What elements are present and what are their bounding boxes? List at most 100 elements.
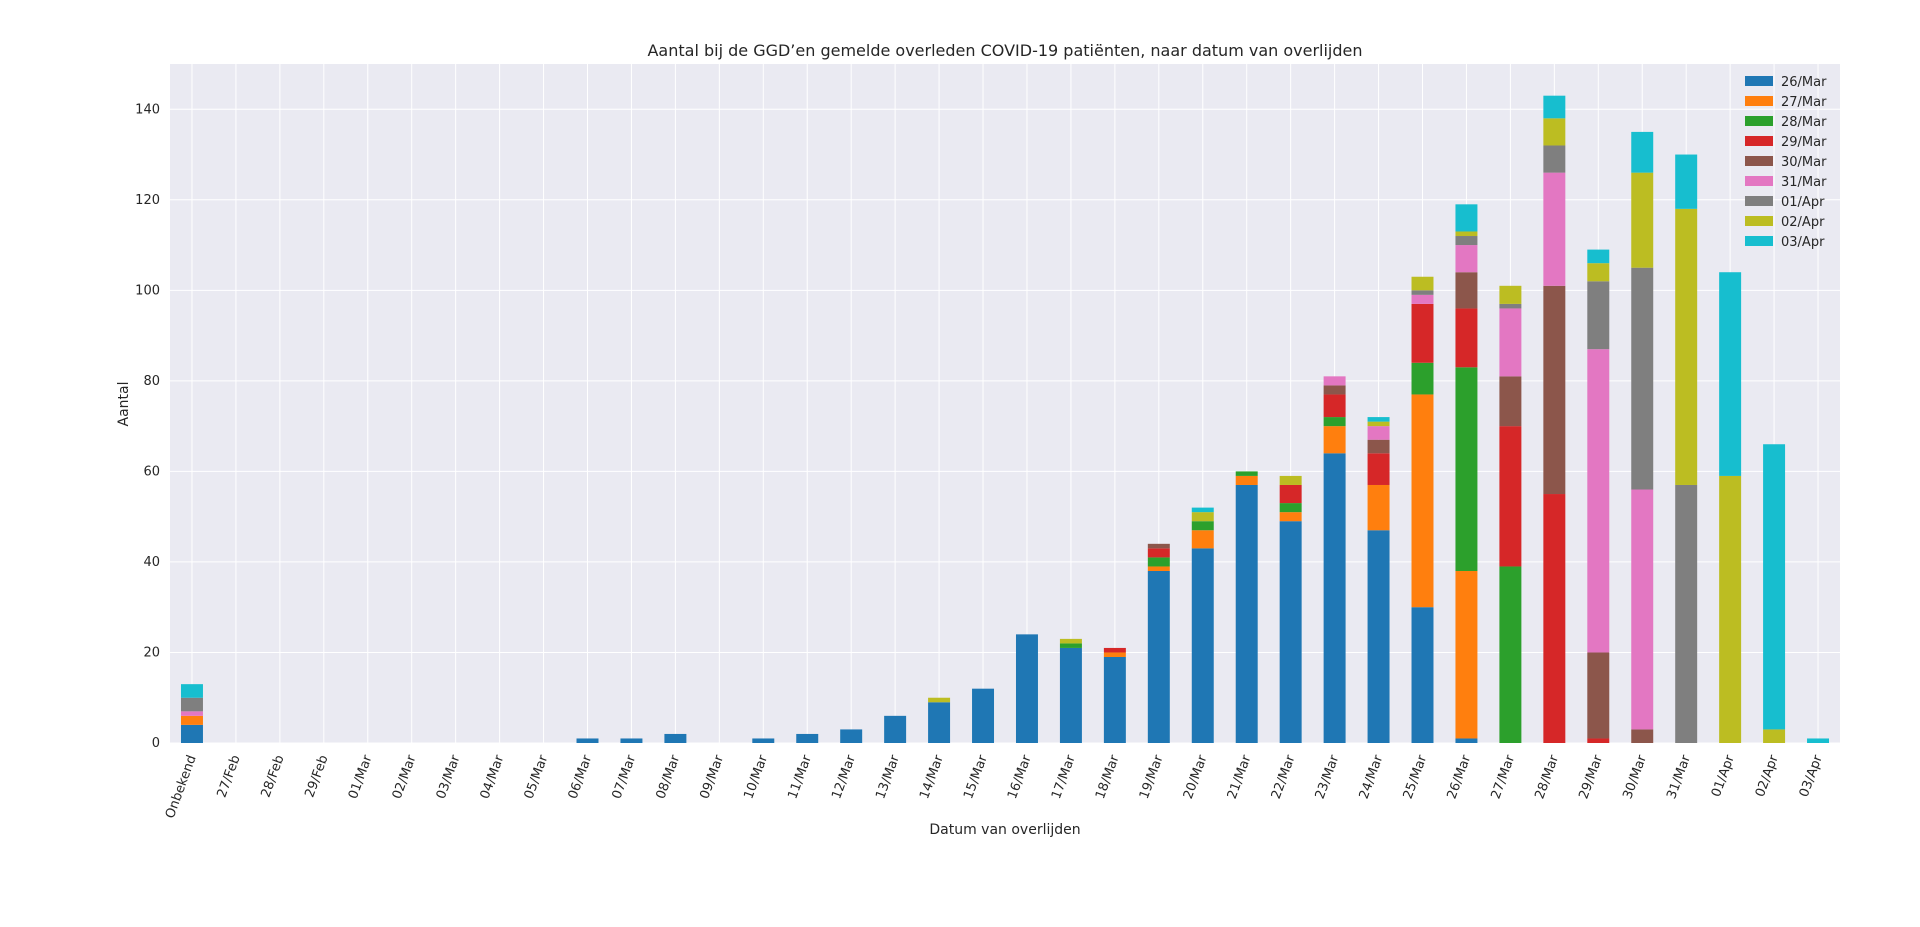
- bar-segment: [1455, 308, 1478, 368]
- bar-segment: [1587, 263, 1610, 282]
- legend-swatch: [1745, 76, 1773, 86]
- x-tick-label: 14/Mar: [917, 753, 947, 801]
- bar-segment: [1059, 647, 1082, 743]
- legend-label: 26/Mar: [1781, 75, 1827, 90]
- bar-segment: [1499, 376, 1522, 427]
- bar-segment: [1631, 267, 1654, 490]
- bar-segment: [752, 738, 775, 743]
- bar-segment: [180, 711, 203, 716]
- bar-segment: [1191, 507, 1214, 513]
- x-tick-label: 02/Mar: [390, 753, 420, 801]
- x-tick-label: 08/Mar: [654, 753, 684, 801]
- x-tick-label: 06/Mar: [566, 753, 596, 801]
- legend-swatch: [1745, 196, 1773, 206]
- bar-segment: [1411, 290, 1434, 295]
- bar-segment: [1367, 417, 1390, 422]
- x-tick-label: 15/Mar: [961, 753, 991, 801]
- bar-segment: [1103, 647, 1126, 653]
- x-tick-label: 11/Mar: [785, 753, 815, 801]
- bar-segment: [1147, 557, 1170, 567]
- bar-segment: [1763, 729, 1786, 743]
- bar-segment: [928, 702, 951, 743]
- bar-segment: [1455, 236, 1478, 246]
- x-tick-label: 04/Mar: [478, 753, 508, 801]
- bar-segment: [1675, 484, 1698, 743]
- bar-segment: [1323, 426, 1346, 454]
- bar-segment: [1147, 548, 1170, 558]
- bar-segment: [1235, 471, 1258, 476]
- bar-segment: [1191, 512, 1214, 522]
- bar-segment: [180, 724, 203, 743]
- bar-segment: [1411, 294, 1434, 304]
- bar-segment: [1279, 484, 1302, 504]
- bar-segment: [1719, 475, 1742, 743]
- legend-swatch: [1745, 116, 1773, 126]
- x-tick-label: 27/Feb: [215, 753, 244, 799]
- x-tick-label: 24/Mar: [1357, 753, 1387, 801]
- bar-segment: [1455, 204, 1478, 232]
- bar-segment: [1367, 530, 1390, 743]
- x-tick-label: 01/Apr: [1709, 753, 1738, 800]
- bar-segment: [1631, 489, 1654, 730]
- x-axis-label: Datum van overlijden: [929, 822, 1080, 838]
- y-tick-label: 120: [135, 193, 160, 208]
- y-axis-label: Aantal: [116, 382, 132, 427]
- bar-segment: [1543, 285, 1566, 495]
- y-tick-label: 0: [152, 736, 160, 751]
- bar-segment: [1631, 729, 1654, 743]
- y-tick-label: 140: [135, 102, 160, 117]
- x-tick-label: 09/Mar: [697, 753, 727, 801]
- bar-segment: [1455, 245, 1478, 273]
- bar-segment: [1675, 208, 1698, 485]
- legend-label: 30/Mar: [1781, 155, 1827, 170]
- bar-segment: [180, 697, 203, 712]
- x-tick-label: 21/Mar: [1225, 753, 1255, 801]
- legend-swatch: [1745, 136, 1773, 146]
- bar-segment: [1279, 503, 1302, 513]
- bar-segment: [1235, 484, 1258, 743]
- x-tick-label: 16/Mar: [1005, 753, 1035, 801]
- bar-segment: [1367, 426, 1390, 440]
- bar-segment: [1147, 543, 1170, 549]
- bar-segment: [1587, 249, 1610, 264]
- x-tick-label: 26/Mar: [1445, 753, 1475, 801]
- bar-segment: [1587, 349, 1610, 653]
- bar-segment: [972, 688, 995, 743]
- bar-segment: [884, 715, 907, 743]
- legend-swatch: [1745, 156, 1773, 166]
- x-tick-label: 02/Apr: [1753, 753, 1782, 800]
- bars: [180, 95, 1830, 743]
- bar-segment: [1279, 521, 1302, 743]
- bar-segment: [1235, 475, 1258, 485]
- y-tick-label: 60: [143, 464, 160, 479]
- bar-segment: [620, 738, 643, 743]
- legend-swatch: [1745, 176, 1773, 186]
- bar-segment: [1323, 385, 1346, 395]
- bar-segment: [1147, 566, 1170, 571]
- y-tick-label: 80: [143, 374, 160, 389]
- bar-segment: [1015, 634, 1038, 743]
- bar-segment: [1499, 566, 1522, 743]
- x-tick-label: 30/Mar: [1620, 753, 1650, 801]
- x-tick-label: 27/Mar: [1489, 753, 1519, 801]
- x-tick-label: 01/Mar: [346, 753, 376, 801]
- bar-segment: [576, 738, 599, 743]
- bar-segment: [1191, 548, 1214, 743]
- x-tick-label: 10/Mar: [741, 753, 771, 801]
- bar-segment: [1807, 738, 1830, 743]
- x-tick-label: 07/Mar: [610, 753, 640, 801]
- x-tick-label: 28/Feb: [258, 753, 287, 799]
- bar-segment: [1411, 303, 1434, 363]
- bar-segment: [1455, 231, 1478, 237]
- x-tick-label: 05/Mar: [522, 753, 552, 801]
- x-tick-label: 12/Mar: [829, 753, 859, 801]
- bar-segment: [1323, 453, 1346, 743]
- bar-segment: [1323, 376, 1346, 386]
- bar-segment: [1455, 272, 1478, 309]
- x-tick-label: Onbekend: [163, 753, 200, 820]
- x-tick-label: 25/Mar: [1401, 753, 1431, 801]
- bar-segment: [1059, 638, 1082, 644]
- legend-label: 27/Mar: [1781, 95, 1827, 110]
- bar-segment: [1675, 154, 1698, 209]
- bar-segment: [1103, 656, 1126, 743]
